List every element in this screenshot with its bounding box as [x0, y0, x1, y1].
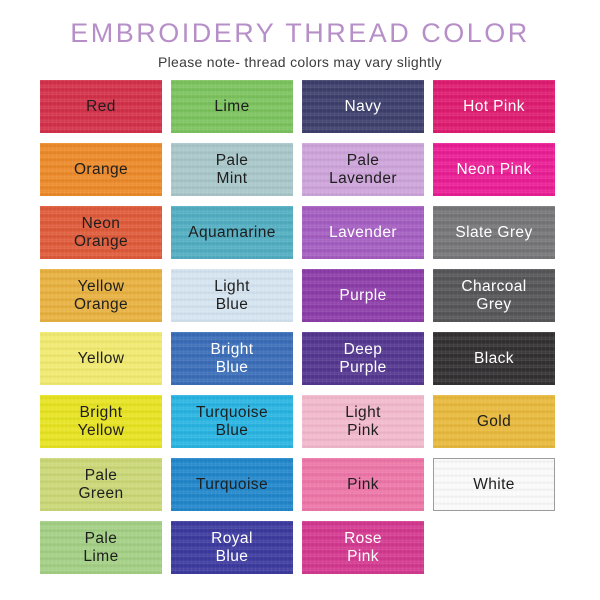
- swatch-neon-pink: Neon Pink: [433, 143, 555, 196]
- swatch-label: Pale Lavender: [329, 152, 397, 187]
- swatch-red: Red: [40, 80, 162, 133]
- swatch-label: Purple: [339, 286, 387, 304]
- page-subtitle: Please note- thread colors may vary slig…: [158, 54, 442, 70]
- swatch-pink: Pink: [302, 458, 424, 511]
- swatch-label: Bright Blue: [210, 341, 254, 376]
- swatch-label: Bright Yellow: [77, 404, 125, 439]
- swatch-light-blue: Light Blue: [171, 269, 293, 322]
- swatch-gold: Gold: [433, 395, 555, 448]
- swatch-label: Gold: [476, 412, 512, 430]
- swatch-label: Slate Grey: [455, 223, 533, 241]
- page-title: EMBROIDERY THREAD COLOR: [70, 18, 530, 48]
- swatch-label: Neon Orange: [73, 215, 129, 250]
- swatch-label: Black: [474, 349, 514, 367]
- swatch-label: Yellow: [77, 349, 125, 367]
- swatch-purple: Purple: [302, 269, 424, 322]
- swatch-label: Navy: [344, 97, 382, 115]
- swatch-label: Light Pink: [345, 404, 381, 439]
- swatch-label: Aquamarine: [188, 223, 276, 241]
- swatch-label: Lavender: [329, 223, 397, 241]
- swatch-pale-lime: Pale Lime: [40, 521, 162, 574]
- swatch-label: Red: [86, 97, 116, 115]
- swatch-lime: Lime: [171, 80, 293, 133]
- swatch-navy: Navy: [302, 80, 424, 133]
- swatch-pale-lavender: Pale Lavender: [302, 143, 424, 196]
- swatch-deep-purple: Deep Purple: [302, 332, 424, 385]
- swatch-label: Orange: [73, 160, 129, 178]
- swatch-orange: Orange: [40, 143, 162, 196]
- swatch-lavender: Lavender: [302, 206, 424, 259]
- swatch-black: Black: [433, 332, 555, 385]
- swatch-label: Yellow Orange: [73, 278, 129, 313]
- swatch-label: Turquoise Blue: [196, 404, 268, 439]
- swatch-white: White: [433, 458, 555, 511]
- swatch-pale-mint: Pale Mint: [171, 143, 293, 196]
- swatch-light-pink: Light Pink: [302, 395, 424, 448]
- swatch-charcoal-grey: Charcoal Grey: [433, 269, 555, 322]
- swatch-label: Lime: [214, 97, 250, 115]
- swatch-label: Rose Pink: [344, 530, 382, 565]
- swatch-royal-blue: Royal Blue: [171, 521, 293, 574]
- swatch-yellow-orange: Yellow Orange: [40, 269, 162, 322]
- swatch-aquamarine: Aquamarine: [171, 206, 293, 259]
- swatch-slate-grey: Slate Grey: [433, 206, 555, 259]
- swatch-label: Charcoal Grey: [461, 278, 527, 313]
- swatch-label: Pale Lime: [83, 530, 119, 565]
- swatch-label: Royal Blue: [211, 530, 253, 565]
- swatch-label: Light Blue: [214, 278, 250, 313]
- swatch-yellow: Yellow: [40, 332, 162, 385]
- swatch-neon-orange: Neon Orange: [40, 206, 162, 259]
- swatch-label: Deep Purple: [339, 341, 387, 376]
- swatch-hot-pink: Hot Pink: [433, 80, 555, 133]
- swatch-turquoise-blue: Turquoise Blue: [171, 395, 293, 448]
- swatch-bright-blue: Bright Blue: [171, 332, 293, 385]
- swatch-label: Hot Pink: [463, 97, 525, 115]
- swatch-pale-green: Pale Green: [40, 458, 162, 511]
- swatch-label: Pink: [347, 475, 379, 493]
- swatch-rose-pink: Rose Pink: [302, 521, 424, 574]
- thread-color-grid: Red Lime Navy Hot Pink Orange Pale Mint Pale L…: [40, 80, 555, 574]
- swatch-bright-yellow: Bright Yellow: [40, 395, 162, 448]
- swatch-label: Neon Pink: [456, 160, 532, 178]
- swatch-label: Turquoise: [196, 475, 268, 493]
- swatch-label: White: [473, 475, 515, 493]
- swatch-label: Pale Mint: [215, 152, 249, 187]
- swatch-label: Pale Green: [78, 467, 124, 502]
- swatch-turquoise: Turquoise: [171, 458, 293, 511]
